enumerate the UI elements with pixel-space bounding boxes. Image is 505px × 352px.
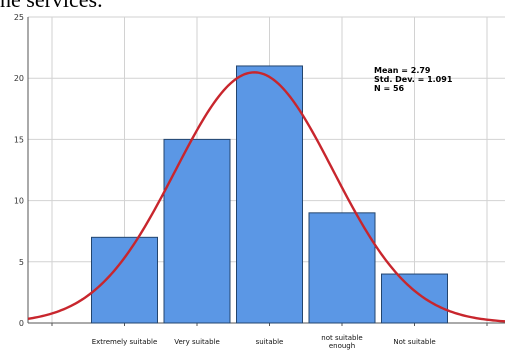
y-tick-label: 20 <box>14 74 24 83</box>
y-tick-label: 5 <box>19 258 24 267</box>
histogram-bar <box>163 138 231 324</box>
y-tick-label: 25 <box>14 13 24 22</box>
y-tick-label: 10 <box>14 197 24 206</box>
normal-curve <box>27 71 505 323</box>
histogram-bar <box>381 273 448 324</box>
cropped-caption: ne services. <box>0 0 200 9</box>
histogram-bar <box>236 65 303 324</box>
x-category-label: Not suitable <box>393 338 435 346</box>
histogram-bar <box>308 212 376 324</box>
y-tick-label: 0 <box>19 319 24 328</box>
x-category-label: suitable <box>256 338 284 346</box>
x-category-label: Very suitable <box>174 338 220 346</box>
x-category-label: Extremely suitable <box>92 338 158 346</box>
y-tick-label: 15 <box>14 135 24 144</box>
histogram-bar <box>91 236 158 324</box>
stat-mean: Mean = 2.79 <box>374 66 431 75</box>
curve-layer <box>27 71 505 323</box>
stat-n: N = 56 <box>374 84 405 93</box>
label-layer: 0 5 10 15 20 25 Extremely suitable Very suitabl… <box>14 13 436 350</box>
x-category-label: not suitable enough <box>321 334 362 350</box>
stat-std-dev: Std. Dev. = 1.091 <box>374 75 453 84</box>
bar-layer <box>91 65 448 324</box>
